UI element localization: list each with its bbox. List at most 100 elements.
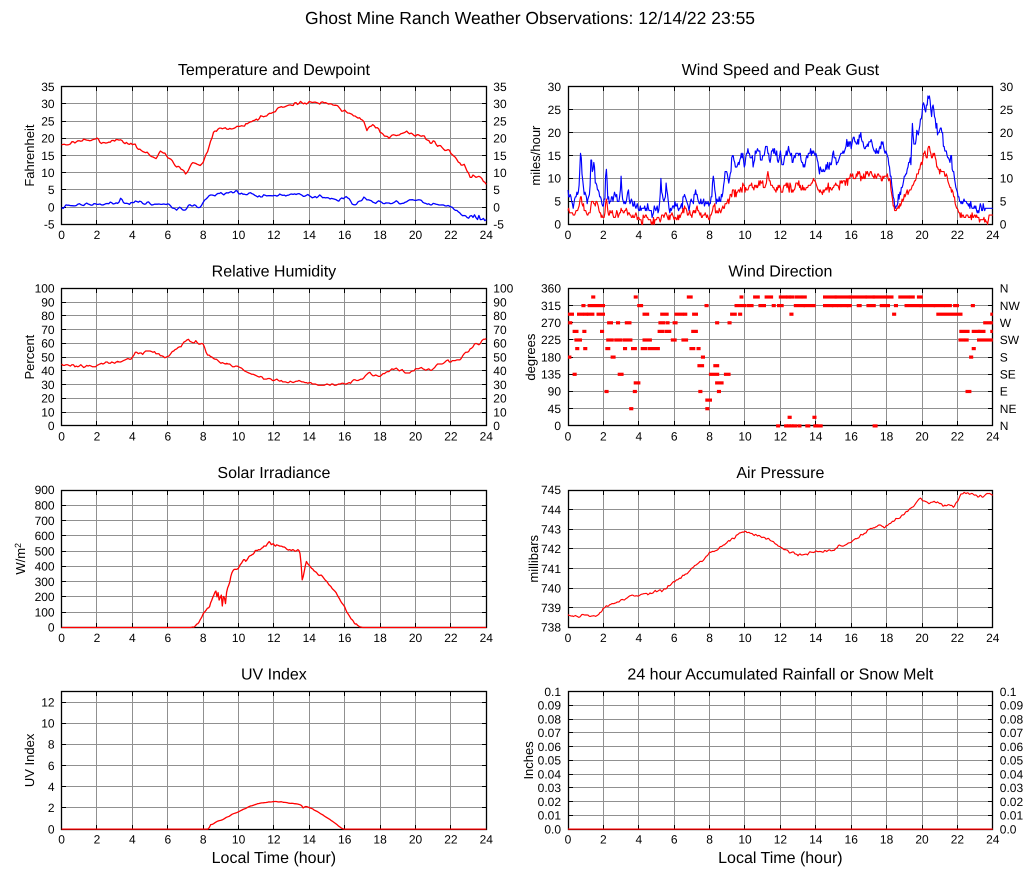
svg-text:800: 800 [35,499,55,513]
svg-text:40: 40 [41,364,55,378]
svg-text:20: 20 [915,833,929,847]
svg-text:20: 20 [915,631,929,645]
svg-text:15: 15 [548,149,562,163]
svg-text:6: 6 [164,429,171,443]
svg-text:Wind Speed and Peak Gust: Wind Speed and Peak Gust [682,62,880,79]
svg-text:24 hour Accumulated Rainfall o: 24 hour Accumulated Rainfall or Snow Mel… [627,667,933,684]
svg-text:2: 2 [94,833,101,847]
svg-text:SE: SE [1000,368,1016,382]
svg-text:8: 8 [706,833,713,847]
svg-text:16: 16 [338,631,352,645]
svg-text:30: 30 [1000,80,1014,94]
svg-text:Ghost Mine Ranch Weather Obser: Ghost Mine Ranch Weather Observations: 1… [305,8,755,28]
svg-text:miles/hour: miles/hour [528,125,543,186]
svg-text:2: 2 [600,631,607,645]
svg-text:4: 4 [48,780,55,794]
svg-text:Percent: Percent [22,334,37,379]
svg-text:NW: NW [1000,299,1021,313]
svg-text:24: 24 [986,833,1000,847]
svg-text:Solar Irradiance: Solar Irradiance [217,465,330,482]
svg-text:N: N [1000,282,1009,296]
svg-text:0.0: 0.0 [1000,822,1017,836]
svg-text:6: 6 [671,631,678,645]
svg-text:14: 14 [809,631,823,645]
svg-text:24: 24 [480,833,494,847]
svg-text:738: 738 [541,621,561,635]
svg-text:45: 45 [548,402,562,416]
svg-text:8: 8 [706,429,713,443]
svg-text:22: 22 [951,833,965,847]
svg-text:5: 5 [493,183,500,197]
svg-text:200: 200 [35,590,55,604]
svg-text:22: 22 [951,228,965,242]
svg-text:24: 24 [480,228,494,242]
svg-text:6: 6 [164,833,171,847]
svg-text:22: 22 [444,631,458,645]
svg-text:12: 12 [774,429,788,443]
svg-text:16: 16 [845,228,859,242]
svg-text:25: 25 [548,103,562,117]
svg-text:4: 4 [635,228,642,242]
svg-text:0.02: 0.02 [1000,795,1024,809]
svg-text:15: 15 [41,149,55,163]
svg-text:0.1: 0.1 [544,685,561,699]
svg-text:5: 5 [48,183,55,197]
svg-text:0: 0 [565,429,572,443]
svg-text:Fahrenheit: Fahrenheit [22,124,37,187]
svg-text:0.08: 0.08 [1000,712,1024,726]
svg-text:0: 0 [58,228,65,242]
svg-text:Wind Direction: Wind Direction [728,264,832,281]
svg-text:2: 2 [600,429,607,443]
svg-text:360: 360 [541,282,561,296]
svg-text:E: E [1000,385,1008,399]
svg-text:741: 741 [541,562,561,576]
svg-text:0: 0 [58,631,65,645]
svg-text:0.05: 0.05 [1000,754,1024,768]
svg-text:8: 8 [48,738,55,752]
svg-text:500: 500 [35,544,55,558]
svg-text:8: 8 [200,228,207,242]
svg-text:10: 10 [738,833,752,847]
svg-text:15: 15 [1000,149,1014,163]
svg-text:10: 10 [738,429,752,443]
svg-text:8: 8 [200,833,207,847]
svg-text:14: 14 [809,833,823,847]
svg-text:18: 18 [880,228,894,242]
svg-text:10: 10 [41,717,55,731]
svg-text:10: 10 [232,228,246,242]
svg-text:90: 90 [493,295,507,309]
svg-text:degrees: degrees [523,333,538,380]
svg-text:25: 25 [493,114,507,128]
svg-text:2: 2 [94,631,101,645]
svg-text:90: 90 [548,385,562,399]
svg-text:10: 10 [41,166,55,180]
svg-text:N: N [1000,419,1009,433]
svg-text:40: 40 [493,364,507,378]
svg-text:0: 0 [48,621,55,635]
svg-text:70: 70 [41,323,55,337]
svg-text:20: 20 [409,631,423,645]
svg-text:30: 30 [41,97,55,111]
svg-text:300: 300 [35,575,55,589]
svg-text:18: 18 [880,833,894,847]
svg-text:70: 70 [493,323,507,337]
svg-text:12: 12 [267,631,281,645]
svg-text:742: 742 [541,542,561,556]
svg-text:6: 6 [164,631,171,645]
svg-text:Air Pressure: Air Pressure [736,465,824,482]
svg-text:4: 4 [635,833,642,847]
svg-text:270: 270 [541,316,561,330]
svg-text:30: 30 [548,80,562,94]
svg-text:22: 22 [951,631,965,645]
svg-text:4: 4 [635,631,642,645]
svg-text:0: 0 [48,822,55,836]
svg-text:30: 30 [493,378,507,392]
svg-text:0: 0 [493,200,500,214]
svg-text:12: 12 [774,631,788,645]
svg-text:Inches: Inches [521,741,536,780]
svg-text:10: 10 [493,166,507,180]
svg-text:30: 30 [493,97,507,111]
svg-text:12: 12 [267,228,281,242]
svg-text:16: 16 [845,631,859,645]
svg-text:6: 6 [164,228,171,242]
